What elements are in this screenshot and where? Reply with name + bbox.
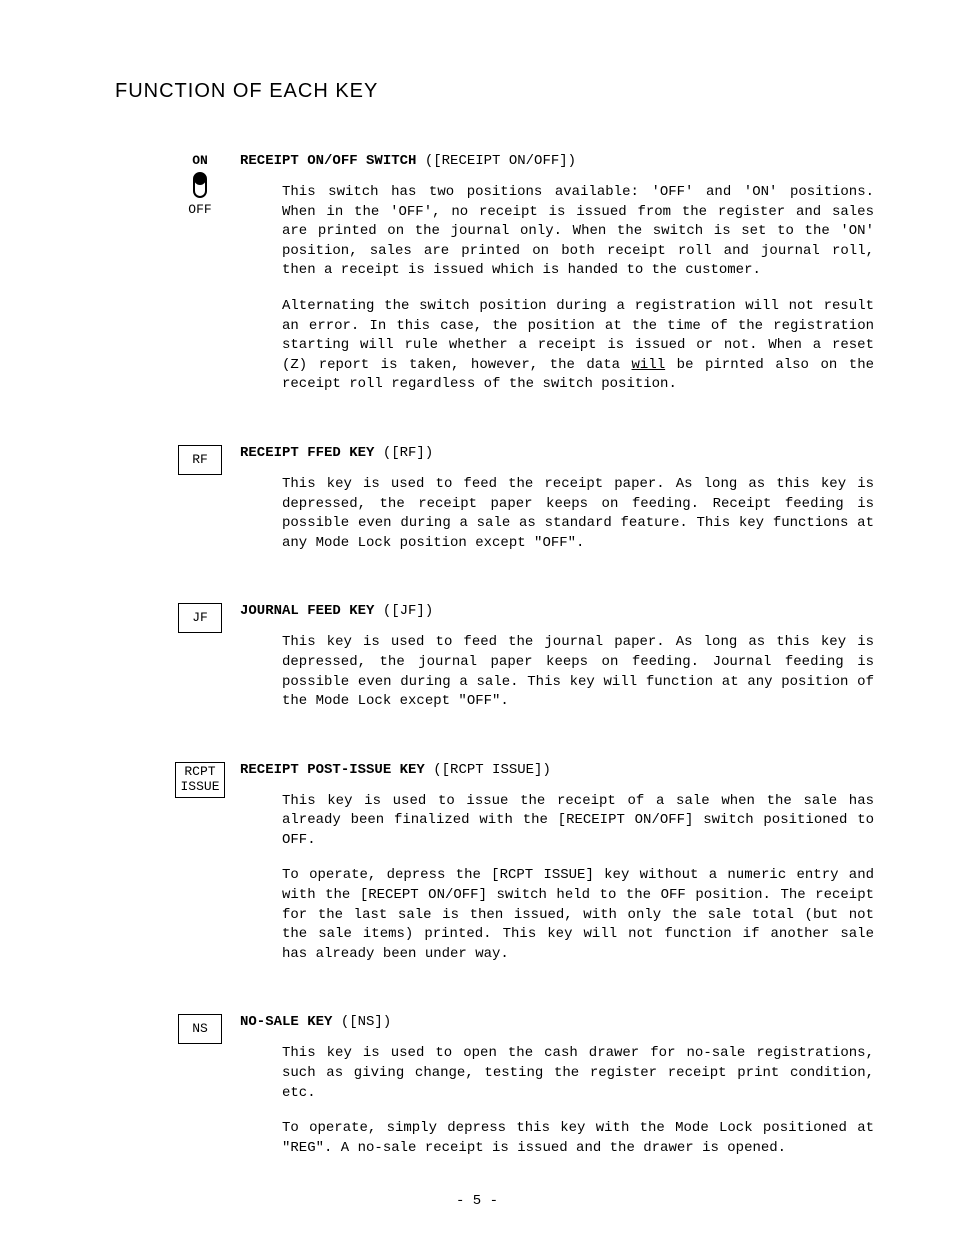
keycap-rf: RF — [178, 445, 222, 475]
paragraph: To operate, depress the [RCPT ISSUE] key… — [282, 866, 874, 964]
heading-bold: NO-SALE KEY — [240, 1014, 332, 1030]
entry-receipt-switch: ON OFF RECEIPT ON/OFF SWITCH ([RECEIPT O… — [160, 153, 894, 411]
paragraph: This key is used to open the cash drawer… — [282, 1044, 874, 1103]
entry-jf-key: JF JOURNAL FEED KEY ([JF]) This key is u… — [160, 603, 894, 727]
paragraph: Alternating the switch position during a… — [282, 297, 874, 395]
switch-on-label: ON — [192, 153, 208, 168]
paragraph: This key is used to issue the receipt of… — [282, 792, 874, 851]
keycap-ns: NS — [178, 1014, 222, 1044]
switch-icon — [193, 172, 207, 198]
paragraph: To operate, simply depress this key with… — [282, 1119, 874, 1158]
heading-rest: ([RCPT ISSUE]) — [425, 762, 551, 778]
entry-heading: RECEIPT POST-ISSUE KEY ([RCPT ISSUE]) — [240, 762, 874, 778]
entry-ns-key: NS NO-SALE KEY ([NS]) This key is used t… — [160, 1014, 894, 1174]
entry-rf-key: RF RECEIPT FFED KEY ([RF]) This key is u… — [160, 445, 894, 569]
keycap-line2: ISSUE — [180, 780, 219, 794]
page-title: FUNCTION OF EACH KEY — [115, 80, 894, 103]
heading-bold: RECEIPT ON/OFF SWITCH — [240, 153, 416, 169]
heading-bold: RECEIPT FFED KEY — [240, 445, 374, 461]
paragraph: This key is used to feed the receipt pap… — [282, 475, 874, 553]
keycap-line1: RCPT — [184, 765, 215, 779]
paragraph: This key is used to feed the journal pap… — [282, 633, 874, 711]
heading-bold: RECEIPT POST-ISSUE KEY — [240, 762, 425, 778]
switch-diagram: ON OFF — [160, 153, 240, 217]
page-number: - 5 - — [0, 1193, 954, 1209]
heading-rest: ([RECEIPT ON/OFF]) — [416, 153, 576, 169]
paragraph: This switch has two positions available:… — [282, 183, 874, 281]
entry-heading: JOURNAL FEED KEY ([JF]) — [240, 603, 874, 619]
entry-heading: RECEIPT FFED KEY ([RF]) — [240, 445, 874, 461]
heading-rest: ([RF]) — [374, 445, 433, 461]
entry-heading: RECEIPT ON/OFF SWITCH ([RECEIPT ON/OFF]) — [240, 153, 874, 169]
switch-off-label: OFF — [188, 202, 211, 217]
heading-bold: JOURNAL FEED KEY — [240, 603, 374, 619]
entry-rcpt-issue-key: RCPT ISSUE RECEIPT POST-ISSUE KEY ([RCPT… — [160, 762, 894, 981]
heading-rest: ([NS]) — [332, 1014, 391, 1030]
heading-rest: ([JF]) — [374, 603, 433, 619]
keycap-rcpt-issue: RCPT ISSUE — [175, 762, 224, 798]
entry-heading: NO-SALE KEY ([NS]) — [240, 1014, 874, 1030]
keycap-jf: JF — [178, 603, 222, 633]
